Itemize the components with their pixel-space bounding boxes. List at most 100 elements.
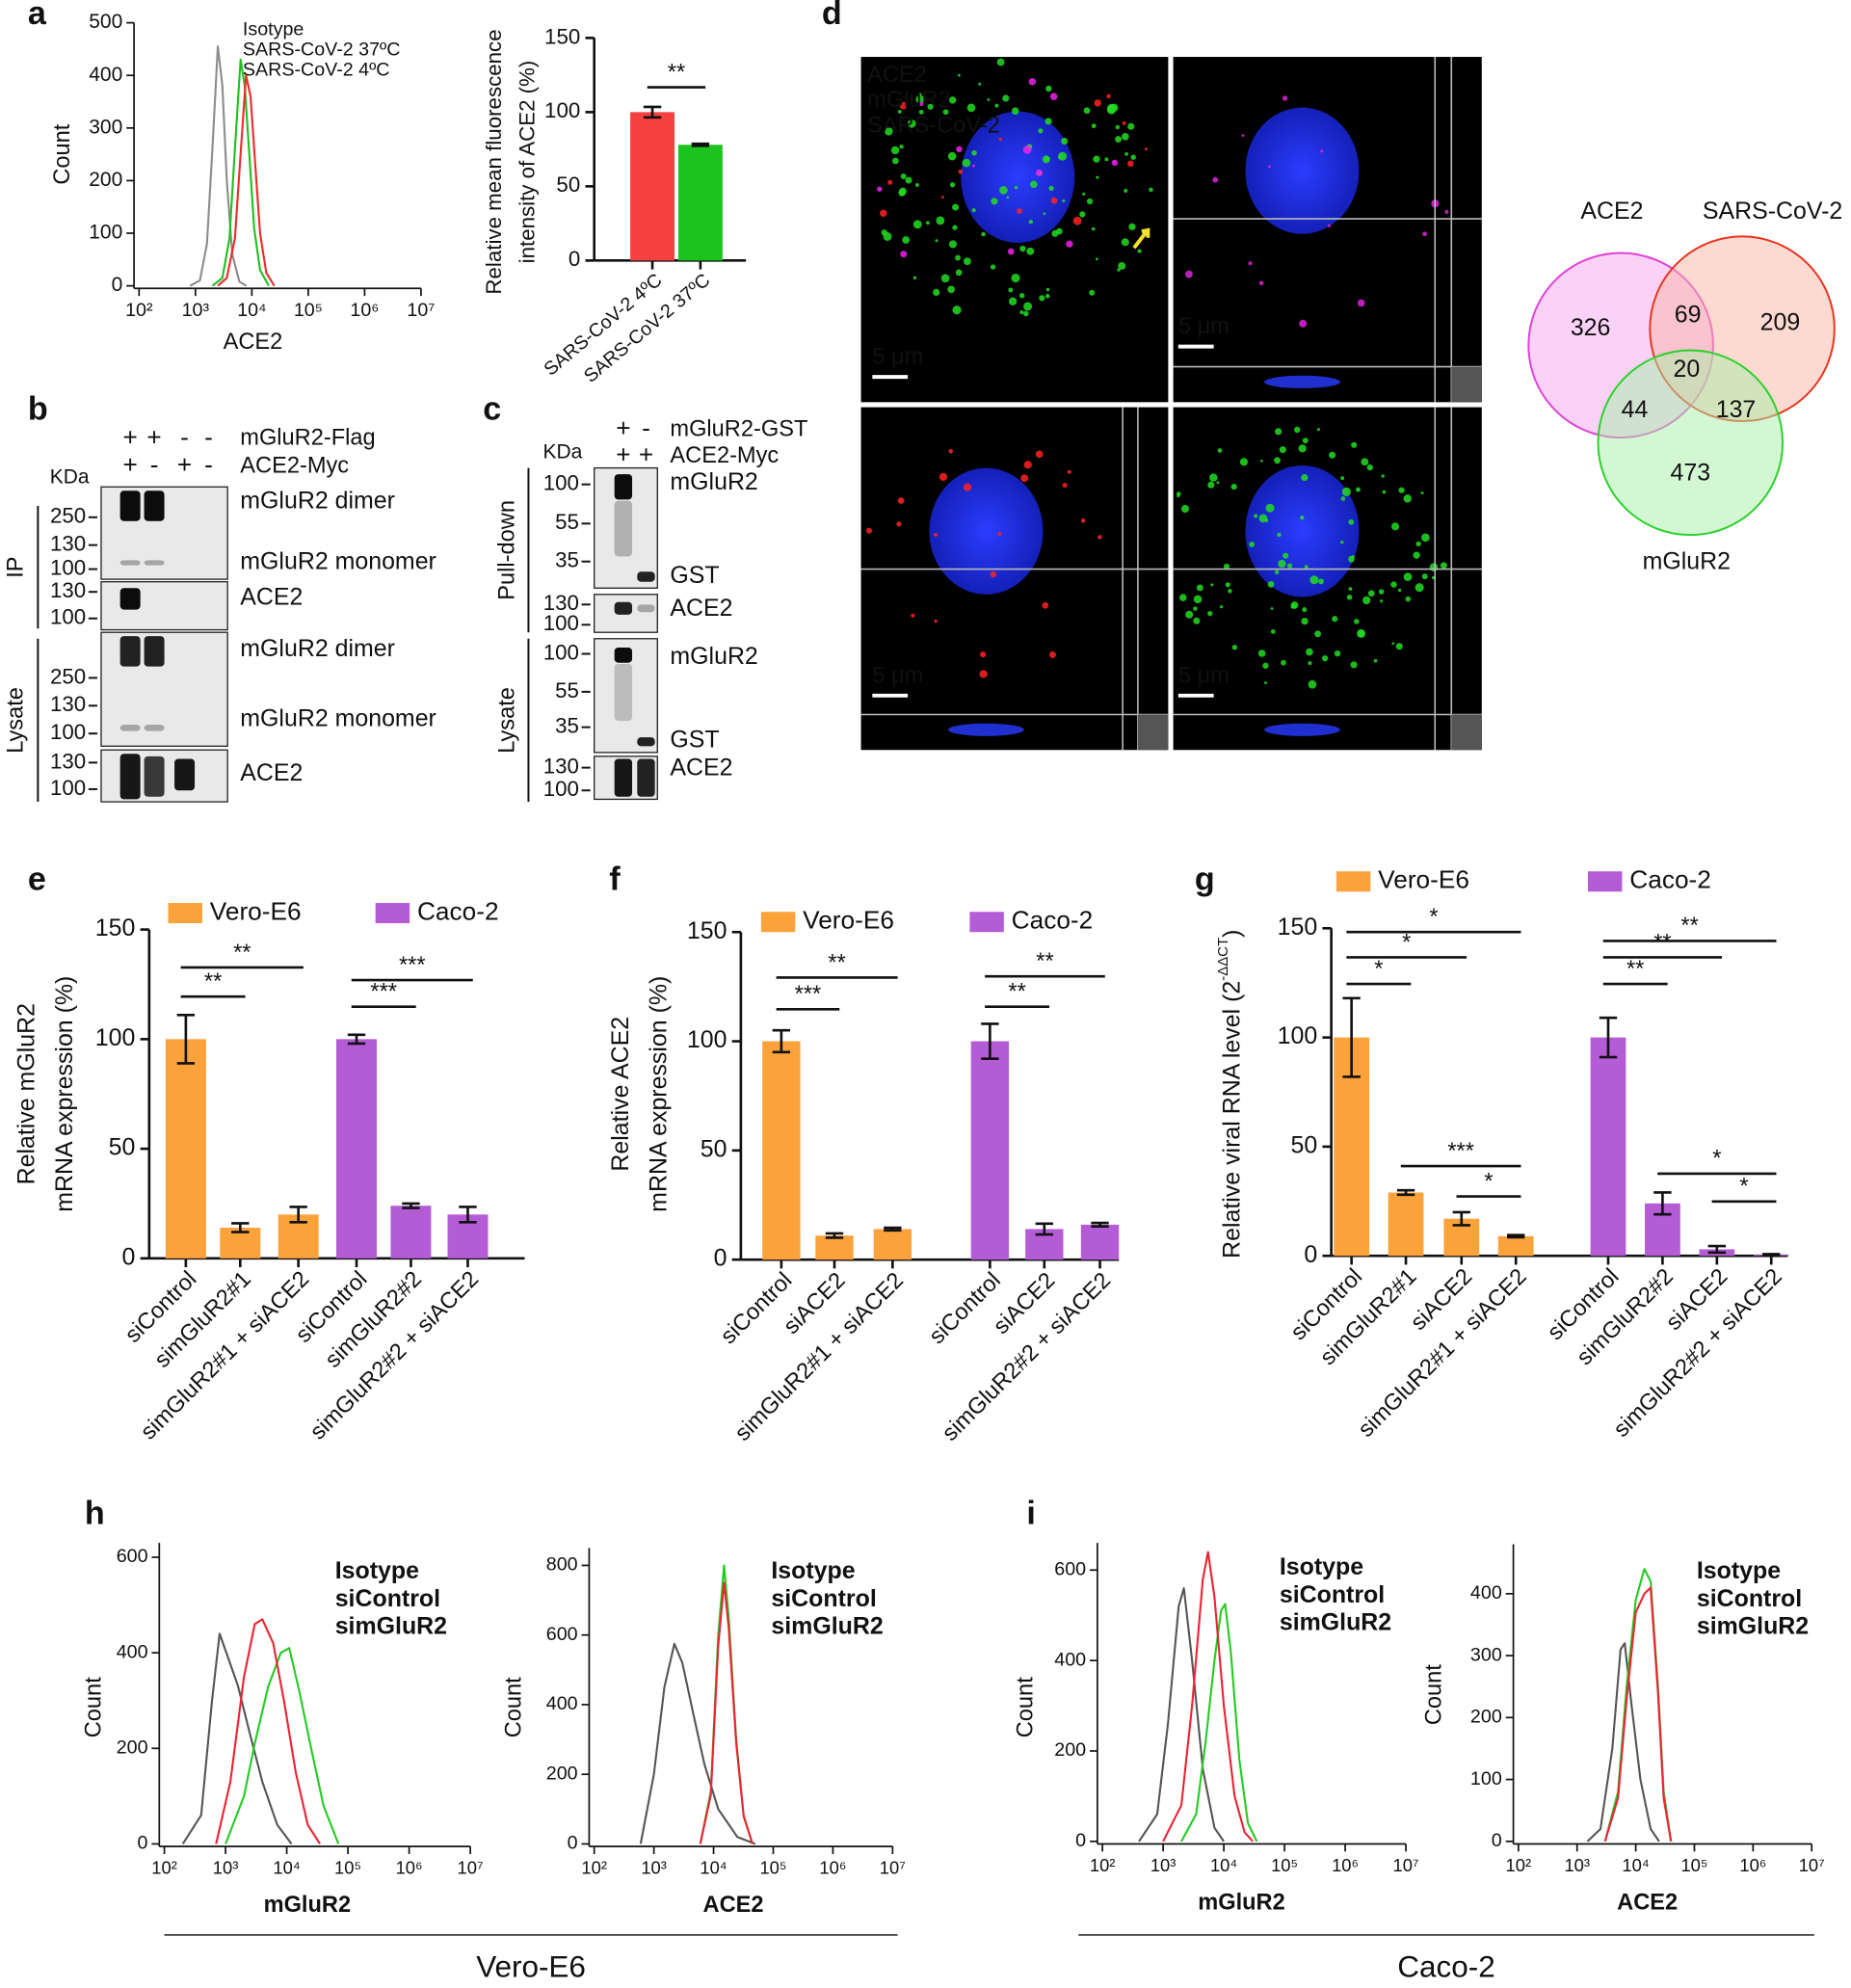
x-tick-label: 10⁷ [1393, 1855, 1419, 1875]
error-bar [981, 1022, 999, 1060]
x-tick-label: 10⁶ [1332, 1855, 1359, 1875]
panel-label: h [85, 1495, 105, 1531]
y-tick-label: 800 [546, 1554, 578, 1576]
venn-count: 326 [1571, 314, 1611, 341]
ortho-nucleus [1264, 723, 1340, 736]
error-bar [289, 1206, 307, 1224]
fluorescent-spot [1397, 588, 1402, 593]
ortho-corner [1451, 366, 1482, 403]
fluorescent-spot [972, 164, 976, 168]
fluorescent-spot [1093, 155, 1100, 163]
x-tick-label: 10³ [213, 1858, 239, 1878]
fluorescent-spot [1329, 451, 1336, 459]
marker-label: 100 [543, 640, 579, 664]
fluorescent-spot [900, 251, 908, 258]
fluorescent-spot [1149, 187, 1153, 193]
fluorescent-spot [948, 448, 954, 454]
marker-label: 35 [555, 714, 579, 738]
fluorescent-spot [1241, 134, 1245, 137]
y-tick-label: 100 [1470, 1768, 1502, 1789]
marker-label: 100 [543, 611, 579, 635]
legend-entry: Isotype [771, 1557, 855, 1584]
fluorescent-spot [881, 229, 887, 236]
fluorescent-spot [1382, 490, 1387, 494]
marker-label: 100 [50, 776, 86, 800]
fluorescent-spot [1275, 428, 1282, 436]
legend-entry: siControl [771, 1585, 876, 1612]
fluorescent-spot [952, 305, 962, 315]
fluorescent-spot [1366, 464, 1373, 471]
fluorescent-spot [1023, 302, 1033, 311]
scale-bar-label: 5 μm [1178, 314, 1230, 339]
fluorescent-spot [1193, 595, 1203, 604]
legend-swatch [969, 912, 1004, 933]
scale-bar-label: 5 μm [872, 663, 923, 688]
fluorescent-spot [1282, 95, 1288, 101]
significance-label: * [1712, 1147, 1721, 1172]
fluorescent-spot [1405, 596, 1412, 602]
bar [630, 112, 675, 261]
blot-band [637, 571, 655, 582]
blot-band [614, 664, 633, 722]
fluorescent-spot [933, 288, 940, 297]
fluorescent-spot [1340, 541, 1344, 544]
legend-entry: SARS-CoV-2 4ºC [243, 60, 390, 81]
marker-label: 130 [50, 692, 86, 716]
x-axis-label: ACE2 [1617, 1890, 1678, 1915]
legend-swatch [760, 912, 796, 933]
error-bar [1035, 1222, 1053, 1236]
x-tick-label: 10⁴ [1210, 1855, 1237, 1875]
histogram-curve [225, 1647, 340, 1844]
fluorescent-spot [1355, 487, 1361, 492]
significance-label: ** [1626, 957, 1644, 982]
y-tick-label: 0 [568, 1833, 578, 1854]
bar [677, 145, 723, 261]
fluorescent-spot [1302, 437, 1309, 444]
error-bar [1091, 1221, 1109, 1229]
y-tick-label: 100 [95, 1024, 136, 1051]
y-tick-label: 50 [1290, 1131, 1317, 1158]
fluorescent-spot [1057, 155, 1062, 160]
fluorescent-spot [1420, 490, 1424, 494]
fluorescent-spot [1007, 248, 1015, 255]
y-axis-label: Count [1421, 1664, 1446, 1725]
band-label: mGluR2 [670, 643, 757, 670]
fluorescent-spot [1062, 199, 1066, 202]
fluorescent-spot [1193, 617, 1201, 624]
x-tick-label: 10² [1090, 1855, 1116, 1875]
y-tick-label: 0 [112, 274, 123, 296]
y-tick-label: 150 [95, 914, 136, 941]
nucleus [1245, 464, 1360, 597]
fluorescent-spot [1230, 483, 1237, 490]
marker-label: 35 [555, 548, 579, 572]
bar [815, 1235, 854, 1260]
x-tick-label: 10² [125, 300, 153, 321]
fluorescent-spot [1270, 607, 1274, 610]
group-label: Vero-E6 [476, 1949, 586, 1984]
error-bar [643, 105, 662, 119]
nucleus [929, 467, 1044, 595]
y-tick-label: 400 [117, 1641, 148, 1662]
band-label: GST [670, 562, 719, 589]
condition-sign: - [204, 450, 213, 479]
y-tick-label: 150 [1278, 914, 1318, 941]
marker-label: 100 [543, 777, 579, 801]
error-bar [884, 1226, 902, 1233]
fluorescent-spot [1223, 563, 1230, 570]
fluorescent-spot [1044, 118, 1052, 125]
condition-sign: - [204, 422, 213, 451]
band-label: GST [670, 727, 719, 754]
fluorescent-spot [1231, 644, 1238, 650]
fluorescent-spot [1023, 461, 1032, 469]
fluorescent-spot [1440, 562, 1447, 570]
error-bar [1396, 1188, 1415, 1197]
fluorescent-spot [1089, 289, 1096, 296]
fluorescent-spot [1207, 610, 1213, 617]
fluorescent-spot [994, 103, 999, 108]
fluorescent-spot [1177, 494, 1180, 498]
y-tick-label: 400 [1054, 1649, 1086, 1670]
band-label: mGluR2 dimer [240, 488, 395, 515]
fluorescent-spot [1321, 654, 1329, 662]
channel-label: SARS-CoV-2 [867, 113, 1000, 138]
y-tick-label: 200 [89, 169, 122, 191]
